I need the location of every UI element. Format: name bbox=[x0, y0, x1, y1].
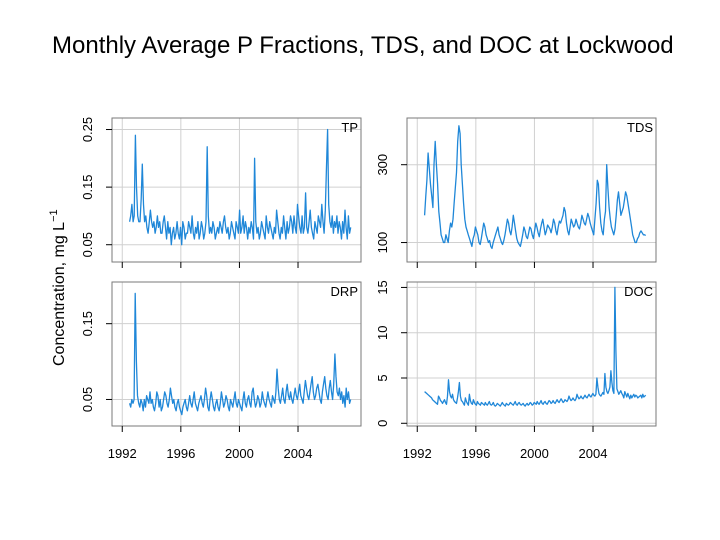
panel-doc-frame bbox=[406, 281, 657, 427]
y-tick-label: 300 bbox=[375, 154, 390, 176]
panel-drp-label: DRP bbox=[331, 284, 358, 299]
panel-drp: 0.05 0.15 1992 1996 2000 2004 DRP bbox=[80, 281, 362, 461]
panel-tds-label: TDS bbox=[627, 120, 653, 135]
y-tick-label: 0.05 bbox=[80, 232, 95, 257]
panel-tp-background bbox=[112, 118, 361, 262]
panel-tds: 100 300 TDS bbox=[375, 117, 657, 268]
y-tick-label: 0.15 bbox=[80, 311, 95, 336]
y-axis-label-exponent: −1 bbox=[48, 209, 60, 222]
x-tick-label: 2000 bbox=[520, 446, 549, 461]
x-tick-label: 1996 bbox=[166, 446, 195, 461]
panel-tp-label: TP bbox=[341, 120, 358, 135]
series-line-tds bbox=[423, 125, 647, 250]
panel-drp-frame bbox=[111, 281, 362, 427]
panel-tp-frame bbox=[111, 117, 362, 263]
y-tick-label: 5 bbox=[375, 374, 390, 381]
series-line-drp bbox=[128, 292, 352, 416]
x-tick-label: 2000 bbox=[225, 446, 254, 461]
x-tick-label: 1992 bbox=[108, 446, 137, 461]
y-axis-label: Concentration, mg L−1 bbox=[48, 209, 68, 366]
y-tick-label: 0 bbox=[375, 420, 390, 427]
x-tick-label: 1992 bbox=[403, 446, 432, 461]
panel-tp: 0.05 0.15 0.25 TP bbox=[80, 117, 362, 268]
y-tick-label: 10 bbox=[375, 325, 390, 339]
x-tick-label: 2004 bbox=[284, 446, 313, 461]
panel-tds-frame bbox=[406, 117, 657, 263]
y-tick-label: 0.05 bbox=[80, 387, 95, 412]
y-tick-label: 0.15 bbox=[80, 174, 95, 199]
panel-tds-background bbox=[407, 118, 656, 262]
series-line-doc bbox=[424, 286, 647, 407]
panel-doc: 0 5 10 15 1992 1996 2000 2004 DOC bbox=[375, 280, 657, 461]
slide-title: Monthly Average P Fractions, TDS, and DO… bbox=[52, 32, 674, 59]
series-line-tp bbox=[128, 128, 352, 246]
x-tick-label: 1996 bbox=[461, 446, 490, 461]
panel-doc-label: DOC bbox=[624, 284, 653, 299]
y-tick-label: 100 bbox=[375, 232, 390, 254]
y-tick-label: 0.25 bbox=[80, 117, 95, 142]
x-tick-label: 2004 bbox=[579, 446, 608, 461]
y-tick-label: 15 bbox=[375, 280, 390, 294]
